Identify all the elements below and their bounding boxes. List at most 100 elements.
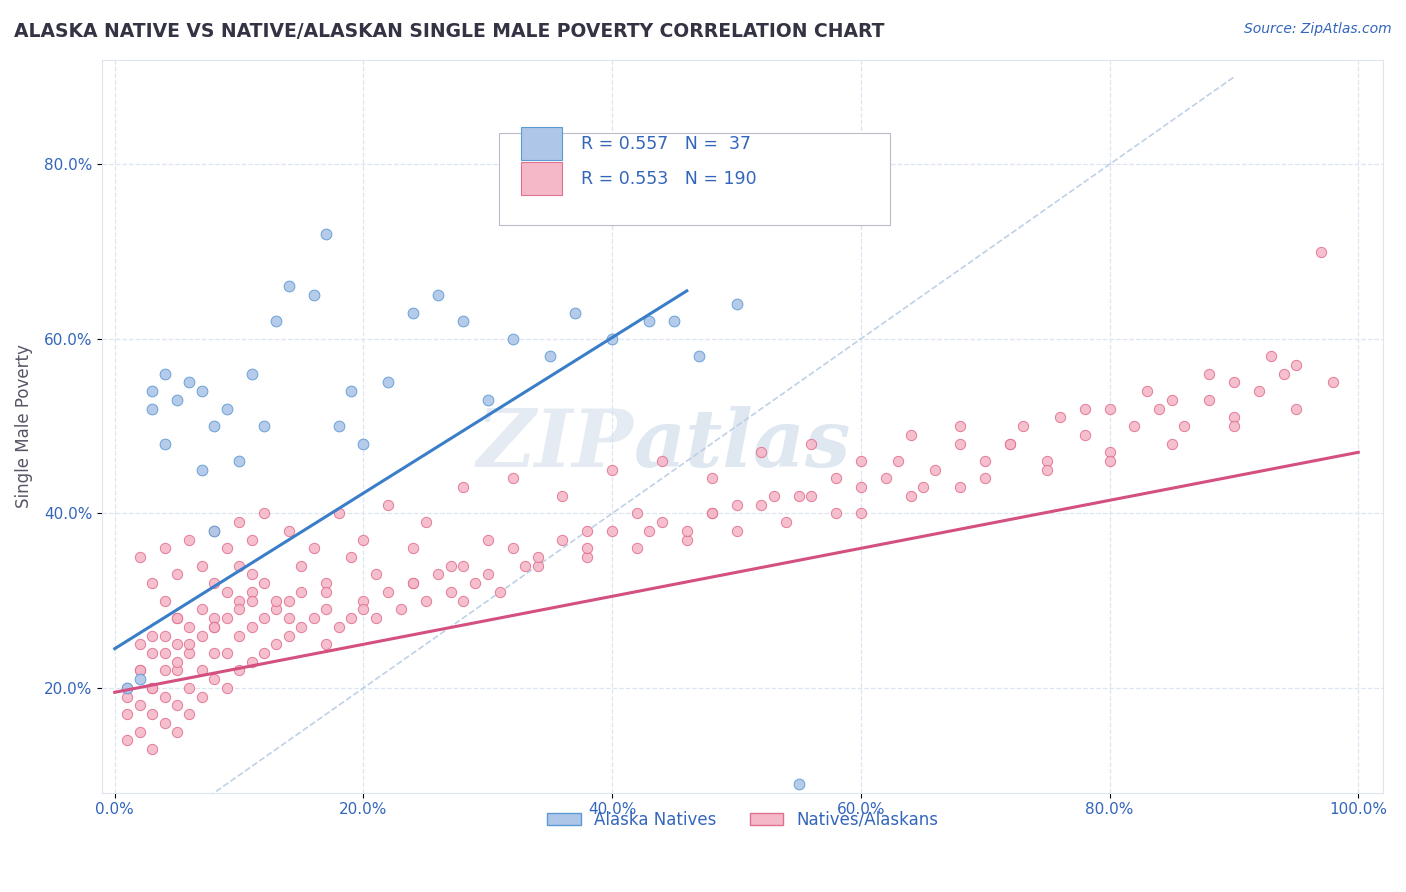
Point — [215, 611, 238, 625]
Point — [998, 436, 1021, 450]
Point — [253, 507, 276, 521]
Point — [887, 454, 910, 468]
Point — [800, 436, 823, 450]
Point — [675, 533, 697, 547]
Point — [900, 428, 922, 442]
Point — [277, 629, 299, 643]
Point — [128, 664, 150, 678]
Point — [1272, 367, 1295, 381]
Point — [153, 593, 176, 607]
Point — [328, 507, 350, 521]
Point — [240, 593, 263, 607]
Point — [1098, 445, 1121, 459]
Point — [166, 637, 188, 651]
Point — [651, 454, 673, 468]
Point — [1223, 419, 1246, 434]
Point — [526, 549, 548, 564]
Point — [166, 655, 188, 669]
Point — [228, 454, 250, 468]
Text: R = 0.553   N = 190: R = 0.553 N = 190 — [581, 169, 756, 188]
Point — [1198, 367, 1220, 381]
Point — [638, 524, 661, 538]
Text: ZIP: ZIP — [477, 406, 634, 483]
Point — [651, 515, 673, 529]
Point — [340, 611, 363, 625]
Point — [1136, 384, 1159, 399]
Point — [115, 681, 138, 695]
Point — [600, 524, 623, 538]
Point — [439, 558, 461, 573]
Point — [489, 585, 512, 599]
Point — [153, 690, 176, 704]
Point — [1260, 349, 1282, 363]
Point — [1247, 384, 1270, 399]
Point — [502, 332, 524, 346]
Point — [202, 524, 225, 538]
Text: ALASKA NATIVE VS NATIVE/ALASKAN SINGLE MALE POVERTY CORRELATION CHART: ALASKA NATIVE VS NATIVE/ALASKAN SINGLE M… — [14, 22, 884, 41]
Point — [240, 585, 263, 599]
Point — [277, 279, 299, 293]
Point — [551, 533, 574, 547]
Point — [153, 436, 176, 450]
Point — [128, 664, 150, 678]
Point — [191, 664, 214, 678]
Point — [166, 664, 188, 678]
Point — [1160, 436, 1182, 450]
Point — [1285, 358, 1308, 372]
Point — [775, 515, 797, 529]
Point — [600, 463, 623, 477]
Point — [302, 611, 325, 625]
Point — [315, 576, 337, 591]
Point — [402, 576, 425, 591]
Point — [153, 646, 176, 660]
Point — [700, 507, 723, 521]
Point — [513, 558, 536, 573]
Point — [191, 384, 214, 399]
Point — [115, 681, 138, 695]
Point — [191, 602, 214, 616]
Point — [202, 620, 225, 634]
Point — [340, 549, 363, 564]
Point — [576, 541, 599, 556]
Point — [228, 664, 250, 678]
Point — [202, 576, 225, 591]
Point — [576, 524, 599, 538]
Point — [179, 681, 201, 695]
Text: Source: ZipAtlas.com: Source: ZipAtlas.com — [1244, 22, 1392, 37]
Point — [1223, 410, 1246, 425]
Text: atlas: atlas — [634, 406, 851, 483]
Point — [166, 724, 188, 739]
Point — [290, 558, 312, 573]
Y-axis label: Single Male Poverty: Single Male Poverty — [15, 344, 32, 508]
Point — [166, 392, 188, 407]
Point — [1310, 244, 1333, 259]
Point — [762, 489, 785, 503]
Point — [166, 567, 188, 582]
Point — [377, 585, 399, 599]
Point — [377, 498, 399, 512]
Point — [215, 541, 238, 556]
Point — [364, 611, 387, 625]
Point — [849, 454, 872, 468]
Point — [215, 585, 238, 599]
Point — [451, 314, 474, 328]
Point — [328, 620, 350, 634]
Point — [725, 498, 748, 512]
Point — [1098, 401, 1121, 416]
Point — [1160, 392, 1182, 407]
Point — [141, 681, 163, 695]
Point — [277, 611, 299, 625]
Point — [290, 585, 312, 599]
Point — [1098, 454, 1121, 468]
Point — [141, 401, 163, 416]
Point — [202, 524, 225, 538]
Point — [725, 524, 748, 538]
Point — [551, 489, 574, 503]
Point — [277, 593, 299, 607]
Point — [1123, 419, 1146, 434]
Point — [353, 593, 375, 607]
Point — [228, 629, 250, 643]
Point — [787, 489, 810, 503]
Point — [179, 646, 201, 660]
Point — [253, 419, 276, 434]
